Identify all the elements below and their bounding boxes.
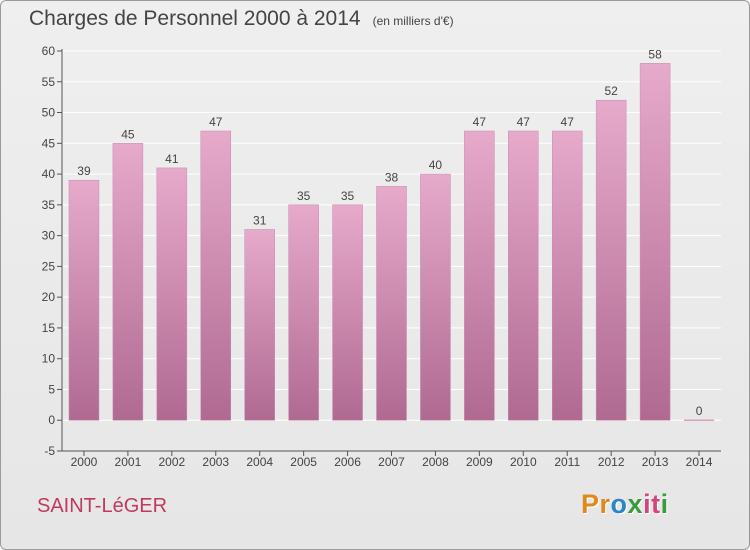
x-tick-label: 2000 xyxy=(71,455,98,469)
y-tick-label: 40 xyxy=(42,167,56,181)
y-tick-label: 30 xyxy=(42,229,56,243)
value-label: 38 xyxy=(385,170,399,184)
bar xyxy=(200,130,232,421)
bar xyxy=(68,179,100,421)
y-tick-label: 50 xyxy=(42,106,56,120)
chart-subtitle: (en milliers d'€) xyxy=(372,14,454,28)
x-tick-label: 2011 xyxy=(554,455,580,469)
value-label: 58 xyxy=(648,47,662,61)
bar xyxy=(332,204,363,421)
y-tick-label: 25 xyxy=(42,259,56,273)
x-tick-label: 2013 xyxy=(642,455,669,469)
chart-title: Charges de Personnel 2000 à 2014 (en mill… xyxy=(29,7,454,31)
y-tick-label: 5 xyxy=(48,382,55,396)
logo-letter: o xyxy=(610,489,628,519)
bar xyxy=(551,130,583,421)
value-label: 47 xyxy=(561,115,575,129)
bar xyxy=(420,173,451,421)
bar xyxy=(156,167,188,421)
bar xyxy=(595,99,627,421)
y-tick-label: 15 xyxy=(42,321,56,335)
value-label: 35 xyxy=(297,189,311,203)
x-tick-label: 2009 xyxy=(466,455,493,469)
logo-letter: P xyxy=(581,489,600,519)
bar xyxy=(639,63,671,421)
bar xyxy=(508,130,539,421)
y-tick-label: 55 xyxy=(42,75,56,89)
proxiti-logo[interactable]: Proxiti xyxy=(581,489,669,520)
value-label: 47 xyxy=(473,115,487,129)
value-label: 39 xyxy=(77,164,91,178)
value-label: 35 xyxy=(341,189,355,203)
value-label: 45 xyxy=(121,127,135,141)
bar xyxy=(376,186,407,421)
y-tick-label: 0 xyxy=(48,413,55,427)
x-tick-label: 2006 xyxy=(334,455,361,469)
value-label: 47 xyxy=(517,115,531,129)
logo-letter: r xyxy=(599,489,611,519)
x-tick-label: 2004 xyxy=(246,455,273,469)
x-tick-label: 2012 xyxy=(598,455,625,469)
logo-letter: t xyxy=(651,489,661,519)
y-tick-label: -5 xyxy=(44,444,55,458)
y-tick-label: 60 xyxy=(42,44,56,58)
bar xyxy=(464,130,495,421)
logo-letter: x xyxy=(627,489,644,519)
x-tick-label: 2014 xyxy=(686,455,713,469)
x-tick-label: 2010 xyxy=(510,455,537,469)
value-label: 0 xyxy=(696,404,703,418)
commune-name: SAINT-LéGER xyxy=(37,495,168,517)
y-tick-label: 35 xyxy=(42,198,56,212)
y-tick-label: 45 xyxy=(42,136,56,150)
x-tick-label: 2008 xyxy=(422,455,449,469)
title-text: Charges de Personnel 2000 à 2014 xyxy=(29,7,361,30)
value-label: 52 xyxy=(604,84,618,98)
y-tick-label: 20 xyxy=(42,290,56,304)
value-label: 47 xyxy=(209,115,223,129)
x-tick-label: 2003 xyxy=(202,455,229,469)
x-tick-label: 2005 xyxy=(290,455,317,469)
value-label: 40 xyxy=(429,158,443,172)
value-label: 41 xyxy=(165,152,179,166)
value-label: 31 xyxy=(253,213,267,227)
x-tick-label: 2007 xyxy=(378,455,405,469)
bar xyxy=(244,229,275,421)
y-tick-label: 10 xyxy=(42,352,56,366)
logo-letter: i xyxy=(643,489,652,519)
bar xyxy=(112,143,144,421)
bar xyxy=(288,204,319,421)
x-tick-label: 2001 xyxy=(115,455,142,469)
x-tick-label: 2002 xyxy=(158,455,185,469)
logo-letter: i xyxy=(660,489,669,519)
